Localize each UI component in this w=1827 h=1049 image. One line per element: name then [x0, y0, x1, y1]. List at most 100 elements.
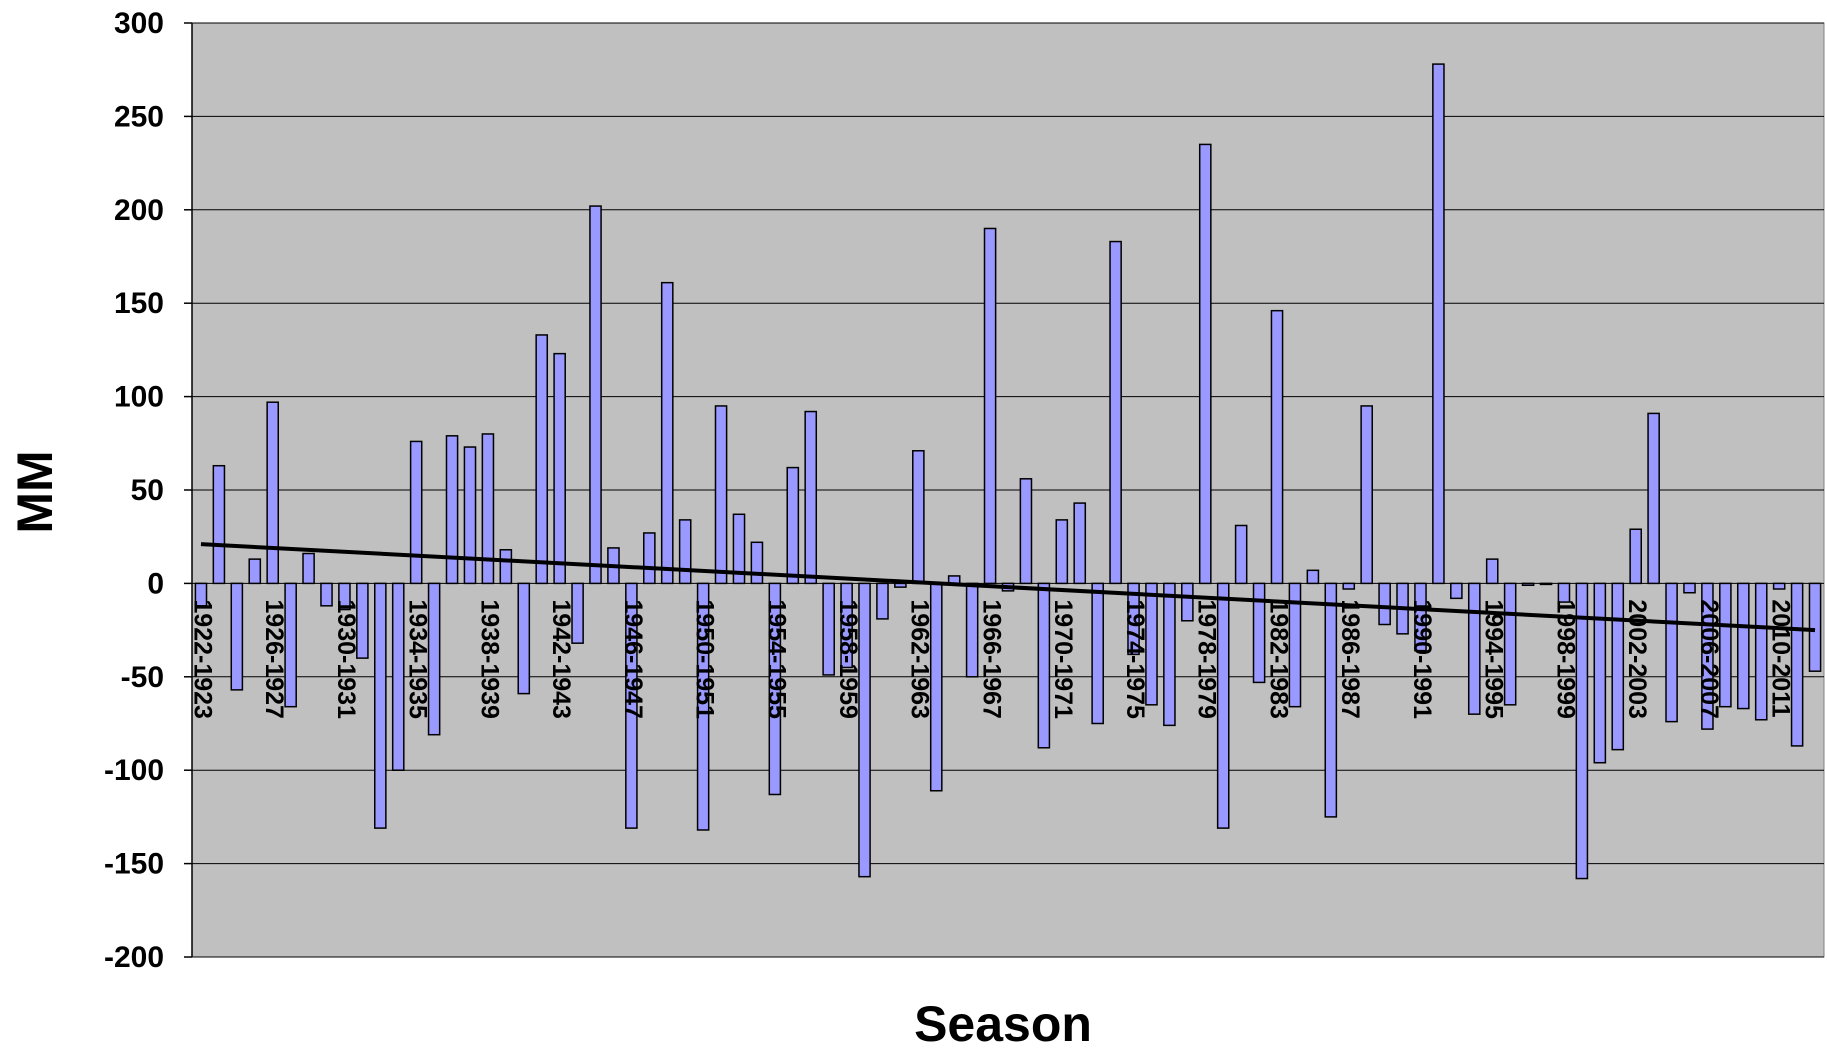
bar-1951-1952 — [714, 405, 728, 585]
bar-1947-1948 — [643, 532, 656, 585]
x-tick-label: 1922-1923 — [188, 599, 216, 719]
bar-1940-1941 — [517, 582, 531, 695]
y-tick-label: 200 — [114, 194, 164, 227]
y-tick-label: 50 — [131, 474, 164, 507]
bar-1973-1974 — [1109, 240, 1122, 585]
x-tick-label: 2010-2011 — [1767, 599, 1795, 717]
y-axis-tick-labels: 300 250 200 150 100 50 0 -50 -100 -150 -200 — [104, 7, 164, 974]
bar-2011-2012 — [1790, 582, 1804, 747]
bar-undefined — [1808, 582, 1822, 672]
bar-1931-1932 — [356, 582, 369, 659]
bar-2001-2002 — [1611, 582, 1625, 751]
bar-1935-1936 — [427, 582, 441, 736]
bar-1958-1959 — [840, 582, 853, 669]
bar-1993-1994 — [1467, 582, 1481, 715]
y-tick-label: 250 — [114, 100, 164, 133]
x-tick-label: 1930-1931 — [332, 599, 360, 719]
bar-1939-1940 — [499, 549, 513, 585]
y-tick-label: -50 — [121, 661, 164, 694]
y-axis-title: MM — [7, 450, 63, 533]
bar-1968-1969 — [1019, 478, 1033, 585]
bar-1954-1955 — [768, 582, 782, 796]
bar-2009-2010 — [1754, 582, 1768, 721]
y-tick-label: 300 — [114, 7, 164, 40]
bar-1933-1934 — [391, 582, 405, 771]
bar-1957-1958 — [822, 582, 835, 676]
x-tick-label: 1962-1963 — [906, 599, 934, 719]
bar-2008-2009 — [1736, 582, 1750, 710]
bar-1987-1988 — [1360, 405, 1373, 585]
x-tick-label: 1974-1975 — [1121, 599, 1149, 719]
bar-1988-1989 — [1378, 582, 1391, 626]
bar-1997-1998 — [1539, 582, 1553, 586]
trend-line — [200, 542, 1816, 633]
x-tick-label: 1942-1943 — [547, 599, 575, 719]
bar-1922-1923 — [194, 582, 208, 607]
bar-1950-1951 — [696, 582, 710, 831]
bar-1960-1961 — [876, 582, 889, 620]
bar-1952-1953 — [732, 513, 746, 585]
bar-1948-1949 — [660, 281, 674, 585]
bar-1978-1979 — [1198, 143, 1212, 585]
bar-1938-1939 — [481, 433, 495, 585]
x-tick-label: 1950-1951 — [691, 599, 719, 719]
bar-1942-1943 — [553, 352, 566, 585]
bar-1934-1935 — [409, 440, 423, 585]
y-tick-label: 0 — [147, 567, 164, 600]
bar-1972-1973 — [1091, 582, 1104, 725]
x-tick-label: 1978-1979 — [1193, 599, 1221, 719]
bar-1975-1976 — [1145, 582, 1158, 706]
y-tick-label: -200 — [104, 941, 164, 974]
bar-1949-1950 — [678, 519, 692, 585]
bar-1937-1938 — [463, 446, 477, 585]
bar-1977-1978 — [1181, 582, 1194, 622]
bar-2002-2003 — [1629, 528, 1643, 585]
x-tick-label: 1926-1927 — [260, 599, 288, 719]
bar-1932-1933 — [373, 582, 387, 829]
x-tick-label: 1990-1991 — [1408, 599, 1436, 719]
bar-1925-1926 — [248, 558, 262, 585]
x-tick-label: 1954-1955 — [762, 599, 790, 719]
bar-1980-1981 — [1234, 524, 1248, 585]
bar-1927-1928 — [284, 582, 297, 708]
bar-1965-1966 — [965, 582, 979, 678]
bar-1979-1980 — [1216, 582, 1230, 829]
x-tick-label: 1946-1947 — [619, 599, 647, 719]
bar-1953-1954 — [750, 541, 764, 585]
bar-2005-2006 — [1683, 582, 1696, 594]
bar-1976-1977 — [1163, 582, 1176, 727]
bar-1995-1996 — [1503, 582, 1517, 706]
y-tick-label: 150 — [114, 287, 164, 320]
y-tick-label: -150 — [104, 848, 164, 881]
bar-1983-1984 — [1288, 582, 1302, 708]
bar-1946-1947 — [625, 582, 638, 829]
bar-1923-1924 — [212, 464, 226, 585]
bar-1956-1957 — [804, 410, 818, 585]
bar-1955-1956 — [786, 466, 800, 585]
x-tick-label: 1938-1939 — [475, 599, 503, 719]
bar-1994-1995 — [1485, 558, 1499, 585]
bar-1961-1962 — [894, 582, 907, 588]
bar-2000-2001 — [1593, 582, 1607, 764]
x-axis-category-labels: 1922-1923 1926-1927 1930-1931 1934-1935 1938… — [188, 599, 1794, 719]
x-axis-title: Season — [914, 996, 1092, 1049]
bar-1943-1944 — [571, 582, 584, 644]
bar-1971-1972 — [1073, 502, 1087, 585]
bar-1990-1991 — [1414, 582, 1427, 652]
bar-1991-1992 — [1432, 63, 1445, 585]
bar-1944-1945 — [589, 205, 602, 585]
bar-1986-1987 — [1342, 582, 1356, 590]
bar-2006-2007 — [1701, 582, 1714, 730]
bar-1959-1960 — [858, 582, 871, 878]
x-tick-label: 2006-2007 — [1695, 599, 1723, 719]
bar-1992-1993 — [1450, 582, 1463, 600]
bar-1982-1983 — [1270, 309, 1284, 585]
bar-1926-1927 — [266, 401, 280, 585]
bar-2010-2011 — [1772, 582, 1786, 590]
x-tick-label: 1982-1983 — [1264, 599, 1292, 719]
bar-1984-1985 — [1306, 569, 1320, 585]
bar-1985-1986 — [1324, 582, 1338, 818]
x-tick-label: 1934-1935 — [404, 599, 432, 719]
bar-1999-2000 — [1575, 582, 1589, 880]
